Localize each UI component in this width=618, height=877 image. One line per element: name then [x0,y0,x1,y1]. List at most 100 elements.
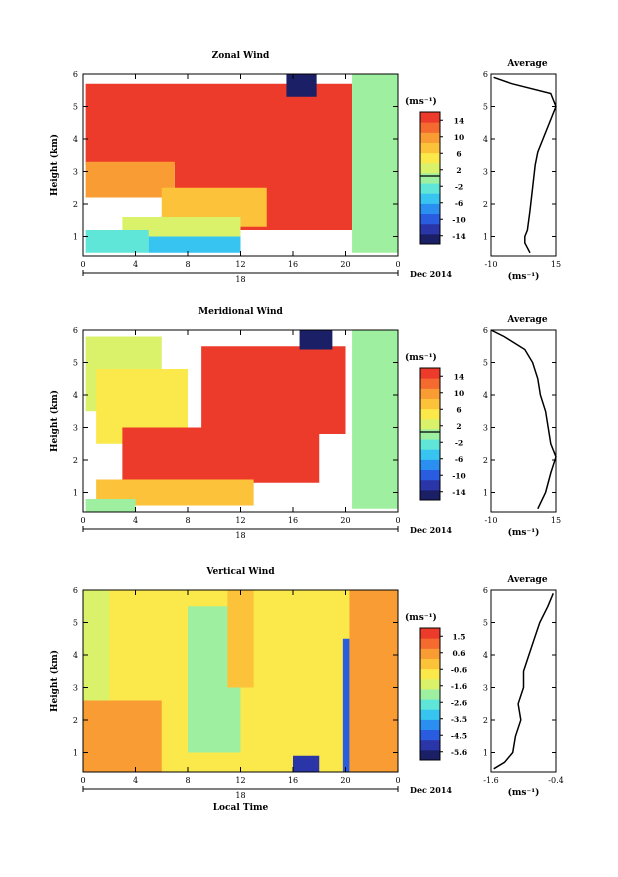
heatmap-cell [349,590,398,772]
colorbar-tick-label: -2 [455,182,463,191]
colorbar-frame [419,627,441,761]
profile-x-label: (ms⁻¹) [508,527,540,538]
profile-y-tick-label: 6 [483,326,488,335]
colorbar-swatch [420,223,440,235]
y-tick-label: 2 [73,456,78,465]
colorbar-swatch [420,388,440,399]
colorbar-swatch [420,398,440,410]
date-suffix: Dec 2014 [410,269,452,279]
heatmap-cell [85,230,149,253]
heatmap-cell [85,83,353,165]
y-axis-label: Height (km) [49,390,60,452]
colorbar-swatch [420,628,440,639]
colorbar-swatch [420,152,440,164]
colorbar-swatch [420,469,440,481]
colorbar-tick-label: 2 [456,166,461,175]
y-tick-label: 6 [73,326,78,335]
date-suffix: Dec 2014 [410,525,452,535]
y-tick-label: 5 [73,619,78,628]
x-axis-label: Local Time [213,803,269,813]
colorbar-tick-label: -4.5 [451,731,467,740]
colorbar-swatch [420,418,440,430]
colorbar-tick-label: 10 [454,133,464,142]
profile-y-tick-label: 3 [483,168,488,177]
colorbar-tick-label: -2.6 [451,698,467,707]
x-tick-label: 20 [340,776,350,785]
date-label: 18 [235,531,245,540]
profile-y-tick-label: 2 [483,716,488,725]
colorbar-frame [419,111,441,245]
chart-title: Vertical Wind [205,567,275,577]
y-tick-label: 5 [73,103,78,112]
x-tick-label: 20 [340,260,350,269]
x-tick-label: 0 [395,260,400,269]
colorbar-swatch [420,193,440,204]
profile-y-tick-label: 1 [483,489,488,498]
colorbar-tick-label: -14 [452,232,466,241]
colorbar-swatch [420,729,440,741]
profile-y-tick-label: 2 [483,200,488,209]
colorbar-swatch [420,688,440,700]
colorbar-swatch [420,122,440,133]
y-tick-label: 3 [73,168,78,177]
colorbar-swatch [420,489,440,501]
y-tick-label: 4 [73,391,78,400]
colorbar-swatch [420,479,440,491]
colorbar-swatch [420,132,440,143]
colorbar-swatch [420,749,440,761]
colorbar-tick-label: 2 [456,422,461,431]
y-tick-label: 6 [73,586,78,595]
colorbar-swatch [420,112,440,123]
x-tick-label: 8 [185,516,190,525]
heatmap-cell [85,161,175,198]
y-tick-label: 5 [73,359,78,368]
profile-y-tick-label: 5 [483,619,488,628]
profile-y-tick-label: 6 [483,586,488,595]
profile-y-tick-label: 4 [483,651,488,660]
heatmap-cell [122,217,241,237]
heatmap-cell [352,74,398,253]
heatmap-cell [83,700,162,772]
colorbar-swatch [420,233,440,245]
colorbar-swatch [420,213,440,225]
colorbar-tick-label: -3.5 [451,715,467,724]
x-tick-label: 16 [288,516,298,525]
colorbar-swatch [420,203,440,215]
colorbar-swatch [420,449,440,460]
colorbar-swatch [420,439,440,450]
colorbar-swatch [420,678,440,690]
colorbar-swatch [420,648,440,659]
x-tick-label: 0 [80,776,85,785]
profile-y-tick-label: 4 [483,135,488,144]
y-tick-label: 4 [73,135,78,144]
date-label: 18 [235,791,245,800]
chart-title: Meridional Wind [198,307,283,317]
profile-y-tick-label: 3 [483,424,488,433]
profile-line [490,329,557,510]
colorbar-frame [419,367,441,501]
colorbar-tick-label: -1.6 [451,682,467,691]
colorbar-tick-label: -6 [455,199,463,208]
heatmap-cell [227,590,254,688]
colorbar-tick-label: 10 [454,389,464,398]
colorbar-swatch [420,668,440,680]
heatmap-cell [85,499,136,512]
colorbar-swatch [420,739,440,751]
profile-y-tick-label: 2 [483,456,488,465]
x-tick-label: 16 [288,260,298,269]
x-tick-label: 0 [80,516,85,525]
profile-title: Average [506,59,547,69]
y-tick-label: 4 [73,651,78,660]
colorbar-tick-label: 0.6 [452,649,465,658]
profile-x-tick-label: -0.4 [548,776,563,785]
heatmap-cell [352,330,398,509]
profile-y-tick-label: 4 [483,391,488,400]
x-tick-label: 4 [133,260,138,269]
y-tick-label: 2 [73,716,78,725]
colorbar-tick-label: 14 [454,116,464,125]
colorbar-swatch [420,459,440,471]
profile-line [493,76,557,254]
chart-title: Zonal Wind [212,51,270,61]
colorbar-swatch [420,428,440,440]
